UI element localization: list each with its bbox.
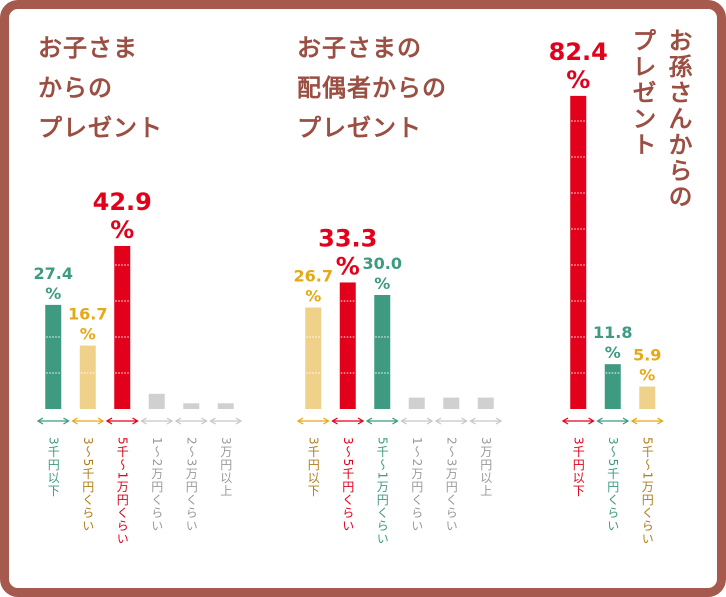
range-arrow-right-head (392, 417, 399, 425)
category-label: 5千～1万円くらい (640, 437, 655, 546)
range-arrow-right-head (357, 417, 365, 425)
category-label: 3～5千円くらい (80, 437, 95, 533)
value-unit: % (110, 216, 134, 244)
bar (374, 295, 391, 409)
range-arrow-right-head (63, 417, 70, 425)
range-arrow-left-head (596, 417, 603, 425)
category-label: 5千～1万円くらい (375, 437, 390, 546)
range-arrow-left-head (434, 417, 442, 425)
value-label: 33.3 (318, 224, 377, 252)
bar (408, 397, 425, 409)
category-label: 3万円以上 (218, 437, 233, 498)
value-unit: % (80, 325, 96, 344)
panel-2-title-line: プレゼント (297, 114, 422, 142)
panel-1-title-line: プレゼント (38, 114, 163, 142)
category-label: 3千円以下 (46, 437, 61, 498)
range-arrow-left-head (174, 417, 182, 425)
range-arrow-left-head (469, 417, 476, 425)
bar (45, 304, 62, 409)
value-label: 11.8 (593, 323, 632, 342)
panel-3-title-line: プレゼント (628, 28, 656, 158)
category-label: 3～5千円くらい (340, 437, 355, 533)
range-arrow-right-head (97, 417, 105, 425)
value-label: 27.4 (34, 264, 73, 283)
value-unit: % (45, 284, 61, 303)
category-label: 3万円以上 (478, 437, 493, 498)
range-arrow-right-head (657, 417, 664, 425)
range-arrow-right-head (132, 417, 139, 425)
range-arrow-left-head (331, 417, 338, 425)
bar (339, 282, 356, 409)
value-label: 16.7 (68, 305, 107, 324)
bar (570, 95, 587, 409)
panel-2-title-line: 配偶者からの (297, 74, 447, 102)
range-arrow-left-head (561, 417, 569, 425)
panel-1-title-line: お子さま (38, 34, 138, 62)
bar (217, 403, 234, 409)
value-unit: % (336, 252, 360, 280)
range-arrow-left-head (630, 417, 638, 425)
category-label: 2～3万円くらい (184, 437, 199, 533)
panel-1-title: お子さま からの プレゼント (38, 28, 163, 148)
range-arrow-left-head (71, 417, 78, 425)
value-unit: % (605, 343, 621, 362)
bar (114, 245, 131, 409)
category-label: 1～2万円くらい (409, 437, 424, 533)
panel-2-title: お子さまの 配偶者からの プレゼント (297, 28, 447, 148)
category-label: 3千円以下 (306, 437, 321, 498)
value-label: 82.4 (549, 38, 608, 66)
value-unit: % (639, 366, 655, 385)
panel-1-title-line: からの (38, 74, 113, 102)
value-label: 26.7 (294, 267, 333, 286)
range-arrow-right-head (201, 417, 208, 425)
value-unit: % (566, 66, 590, 94)
bar (443, 397, 460, 409)
range-arrow-right-head (461, 417, 468, 425)
range-arrow-left-head (36, 417, 44, 425)
category-label: 5千～1万円くらい (115, 437, 130, 546)
bar (604, 364, 621, 409)
value-unit: % (305, 287, 321, 306)
range-arrow-right-head (426, 417, 434, 425)
bar (639, 386, 656, 409)
panel-3-title: お孫さんからの プレゼント (624, 28, 696, 210)
value-label: 5.9 (633, 346, 661, 365)
value-label: 42.9 (93, 188, 152, 216)
range-arrow-left-head (365, 417, 373, 425)
range-arrow-left-head (296, 417, 304, 425)
value-label: 30.0 (363, 254, 402, 273)
range-arrow-left-head (105, 417, 113, 425)
bar (79, 345, 96, 409)
bar (477, 397, 494, 409)
panel-3-title-line: お孫さんからの (664, 28, 692, 210)
range-arrow-right-head (622, 417, 630, 425)
range-arrow-left-head (400, 417, 407, 425)
range-arrow-left-head (140, 417, 147, 425)
category-label: 1～2万円くらい (149, 437, 164, 533)
range-arrow-right-head (166, 417, 174, 425)
bar (148, 393, 165, 409)
bar (305, 307, 322, 409)
range-arrow-right-head (588, 417, 595, 425)
range-arrow-left-head (209, 417, 216, 425)
panel-2-title-line: お子さまの (297, 34, 422, 62)
value-unit: % (374, 274, 390, 293)
category-label: 3～5千円くらい (605, 437, 620, 533)
range-arrow-right-head (235, 417, 243, 425)
category-label: 2～3万円くらい (444, 437, 459, 533)
bar (183, 403, 200, 409)
category-label: 3千円以下 (571, 437, 586, 498)
range-arrow-right-head (495, 417, 503, 425)
range-arrow-right-head (323, 417, 330, 425)
